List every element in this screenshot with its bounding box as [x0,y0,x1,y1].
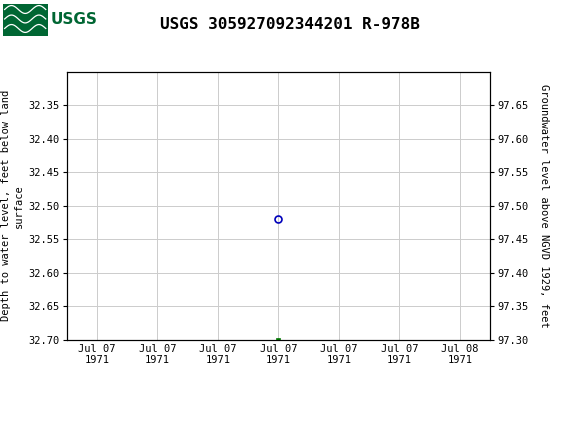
Text: USGS: USGS [51,12,98,27]
FancyBboxPatch shape [3,3,99,36]
Y-axis label: Groundwater level above NGVD 1929, feet: Groundwater level above NGVD 1929, feet [539,84,549,328]
Y-axis label: Depth to water level, feet below land
surface: Depth to water level, feet below land su… [1,90,24,321]
Text: USGS 305927092344201 R-978B: USGS 305927092344201 R-978B [160,17,420,32]
FancyBboxPatch shape [3,3,48,36]
